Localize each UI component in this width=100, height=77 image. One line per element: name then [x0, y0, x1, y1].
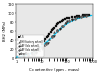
Point — [51, 37, 53, 38]
Point — [53, 31, 55, 33]
Point — [33, 51, 35, 52]
Point — [84, 15, 86, 16]
Point — [23, 55, 25, 56]
Point — [41, 48, 43, 50]
Point — [68, 21, 70, 22]
Point — [51, 35, 53, 36]
X-axis label: C content$_{free}$ (ppm - mass): C content$_{free}$ (ppm - mass) — [28, 66, 81, 74]
Point — [45, 39, 46, 40]
Point — [41, 47, 43, 48]
Point — [59, 27, 60, 28]
Point — [82, 16, 83, 17]
Point — [31, 54, 32, 55]
Point — [68, 17, 70, 18]
Point — [71, 19, 72, 20]
Point — [56, 24, 58, 25]
Point — [35, 53, 37, 54]
Point — [79, 15, 80, 17]
Point — [66, 18, 68, 19]
Point — [88, 14, 90, 15]
Point — [56, 31, 58, 32]
Point — [64, 18, 66, 20]
Point — [51, 30, 53, 31]
Point — [33, 52, 35, 53]
Point — [62, 19, 64, 21]
Point — [86, 15, 88, 16]
Point — [53, 35, 55, 36]
Point — [53, 27, 55, 28]
Point — [80, 16, 82, 17]
Point — [48, 42, 49, 43]
Point — [43, 40, 45, 42]
Point — [79, 17, 80, 18]
Point — [56, 30, 58, 31]
Point — [74, 17, 76, 18]
Point — [84, 14, 86, 16]
Point — [86, 14, 88, 15]
Point — [49, 33, 50, 34]
Point — [80, 16, 82, 17]
Point — [49, 39, 50, 40]
Point — [61, 20, 62, 21]
Point — [50, 31, 51, 33]
Point — [55, 25, 56, 26]
Point — [59, 29, 60, 30]
Legend: IF-S, BH (factory wheel), LAF (lab wheel), LAF (lab wheel), diesel: IF-S, BH (factory wheel), LAF (lab wheel… — [18, 35, 44, 57]
Point — [41, 43, 43, 44]
Point — [58, 22, 59, 24]
Point — [37, 48, 39, 50]
Point — [82, 15, 83, 16]
Point — [46, 42, 47, 43]
Point — [28, 54, 29, 55]
Point — [33, 53, 35, 54]
Point — [66, 21, 68, 22]
Point — [77, 16, 78, 17]
Point — [48, 35, 49, 36]
Point — [77, 17, 78, 18]
Point — [35, 49, 37, 51]
Point — [74, 16, 76, 17]
Point — [31, 52, 32, 53]
Point — [38, 49, 40, 51]
Point — [46, 37, 48, 38]
Point — [64, 22, 66, 24]
Point — [84, 15, 86, 16]
Point — [61, 25, 62, 26]
Point — [46, 43, 47, 44]
Point — [85, 15, 87, 17]
Point — [35, 51, 37, 52]
Point — [38, 48, 40, 50]
Point — [68, 19, 70, 21]
Point — [65, 22, 67, 24]
Point — [71, 17, 72, 18]
Point — [43, 45, 45, 46]
Point — [62, 25, 64, 26]
Point — [74, 18, 76, 19]
Point — [59, 22, 60, 23]
Point — [28, 55, 29, 56]
Point — [72, 18, 73, 19]
Y-axis label: BH2 (MPa): BH2 (MPa) — [3, 21, 7, 41]
Point — [52, 28, 54, 29]
Point — [38, 46, 40, 47]
